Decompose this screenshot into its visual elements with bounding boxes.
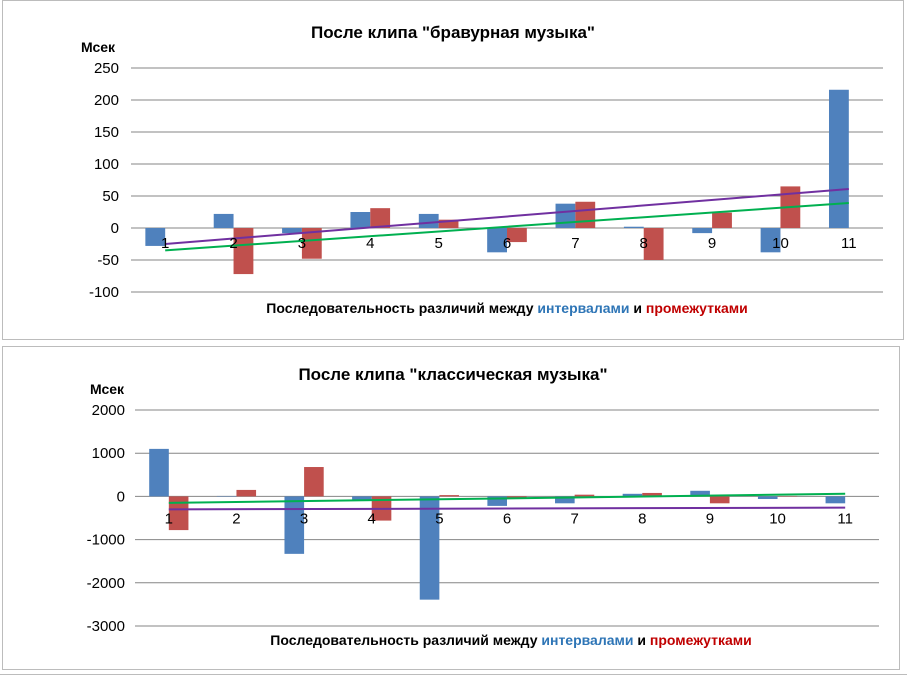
- y-axis-unit: Мсек: [81, 39, 116, 55]
- x-tick-label: 8: [638, 510, 646, 527]
- y-tick-label: -3000: [87, 618, 125, 635]
- gap-bar: [710, 496, 730, 503]
- chart-classical: 2000 1000 0 -1000 -2000 -3000 1 2 3 4 5 6 7 8 9 10 11 П…: [3, 347, 901, 671]
- gap-bar: [712, 213, 732, 228]
- x-tick-label: 10: [769, 510, 786, 527]
- interval-bar: [758, 496, 778, 499]
- y-tick-label: 0: [111, 220, 119, 237]
- y-tick-label: -1000: [87, 532, 125, 549]
- y-tick-label: 100: [94, 156, 119, 173]
- x-axis-title-gaps: промежутками: [646, 300, 748, 316]
- interval-bar: [556, 204, 576, 228]
- y-tick-label: 200: [94, 92, 119, 109]
- x-axis-title: Последовательность различий между интерв…: [270, 632, 751, 648]
- y-tick-label: 0: [117, 488, 125, 505]
- gap-bar: [236, 490, 256, 496]
- y-tick-label: -2000: [87, 575, 125, 592]
- x-axis-title-gaps: промежутками: [650, 632, 752, 648]
- chart-panel-bravura: 250 200 150 100 50 0 -50 -100 1 2 3 4 5 6 7 8 9 10 11 Пос…: [2, 0, 904, 340]
- x-tick-label: 5: [435, 510, 443, 527]
- x-tick-label: 2: [232, 510, 240, 527]
- gap-bar: [575, 495, 595, 497]
- y-tick-label: 1000: [92, 445, 125, 462]
- next-panel-edge: [0, 674, 907, 685]
- x-tick-label: 5: [434, 235, 442, 252]
- x-tick-label: 3: [300, 510, 308, 527]
- x-tick-label: 11: [841, 235, 857, 252]
- y-tick-label: 250: [94, 60, 119, 77]
- chart-title: После клипа "классическая музыка": [298, 365, 607, 384]
- x-tick-label: 8: [640, 235, 648, 252]
- interval-bar: [624, 227, 644, 228]
- y-tick-label: 2000: [92, 402, 125, 419]
- y-axis-unit: Мсек: [90, 381, 125, 397]
- y-tick-labels: 250 200 150 100 50 0 -50 -100: [89, 60, 119, 301]
- y-tick-label: -100: [89, 284, 119, 301]
- bars: [149, 449, 845, 600]
- y-tick-labels: 2000 1000 0 -1000 -2000 -3000: [87, 402, 125, 635]
- interval-bar: [419, 214, 439, 228]
- x-tick-labels: 1 2 3 4 5 6 7 8 9 10 11: [165, 510, 853, 527]
- chart-bravura: 250 200 150 100 50 0 -50 -100 1 2 3 4 5 6 7 8 9 10 11 Пос…: [3, 1, 905, 341]
- y-tick-label: 50: [102, 188, 119, 205]
- trendline-gaps: [169, 508, 845, 510]
- x-axis-title: Последовательность различий между интерв…: [266, 300, 747, 316]
- interval-bar: [829, 90, 849, 228]
- y-tick-label: -50: [97, 252, 119, 269]
- chart-panel-classical: 2000 1000 0 -1000 -2000 -3000 1 2 3 4 5 6 7 8 9 10 11 П…: [2, 346, 900, 670]
- x-axis-title-middle: и: [629, 300, 645, 316]
- interval-bar: [214, 214, 234, 228]
- gap-bar: [304, 467, 324, 496]
- x-axis-title-intervals: интервалами: [541, 632, 633, 648]
- x-tick-label: 9: [706, 510, 714, 527]
- x-tick-label: 4: [366, 235, 374, 252]
- x-axis-title-prefix: Последовательность различий между: [270, 632, 541, 648]
- x-tick-label: 7: [571, 235, 579, 252]
- interval-bar: [149, 449, 169, 497]
- interval-bar: [692, 228, 712, 233]
- interval-bar: [350, 212, 370, 228]
- x-tick-label: 10: [772, 235, 789, 252]
- chart-title: После клипа "бравурная музыка": [311, 23, 595, 42]
- x-tick-label: 1: [165, 510, 173, 527]
- x-axis-title-middle: и: [633, 632, 649, 648]
- x-tick-label: 3: [298, 235, 306, 252]
- gap-bar: [370, 208, 390, 228]
- x-axis-title-intervals: интервалами: [537, 300, 629, 316]
- x-tick-label: 11: [837, 510, 853, 527]
- x-axis-title-prefix: Последовательность различий между: [266, 300, 537, 316]
- y-tick-label: 150: [94, 124, 119, 141]
- bars: [145, 90, 848, 274]
- gap-bar: [439, 495, 459, 496]
- x-tick-label: 6: [503, 235, 511, 252]
- x-tick-label: 4: [368, 510, 376, 527]
- interval-bar: [826, 496, 846, 503]
- gap-bar: [575, 202, 595, 228]
- x-tick-label: 6: [503, 510, 511, 527]
- x-tick-label: 1: [161, 235, 169, 252]
- x-tick-label: 7: [570, 510, 578, 527]
- x-tick-label: 9: [708, 235, 716, 252]
- x-tick-label: 2: [229, 235, 237, 252]
